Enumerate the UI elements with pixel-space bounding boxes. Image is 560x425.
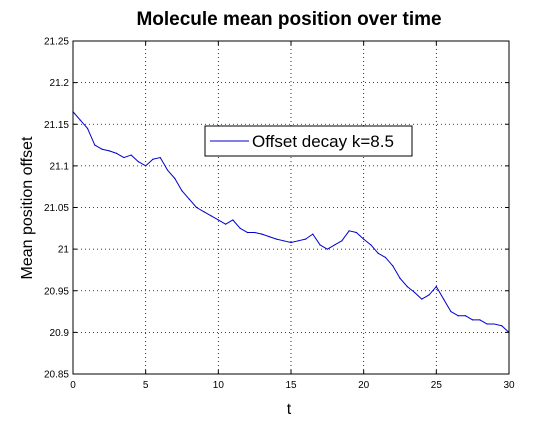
data-point bbox=[283, 240, 285, 242]
data-point bbox=[472, 319, 474, 321]
x-tick-label: 30 bbox=[503, 380, 515, 391]
data-point bbox=[312, 233, 314, 235]
data-point bbox=[94, 144, 96, 146]
data-point bbox=[290, 241, 292, 244]
data-point bbox=[159, 156, 161, 159]
data-point bbox=[443, 298, 445, 300]
data-point bbox=[413, 291, 416, 294]
y-tick-label: 21.25 bbox=[44, 37, 69, 48]
y-tick-label: 21 bbox=[58, 245, 70, 256]
x-tick-label: 0 bbox=[70, 380, 76, 391]
data-point bbox=[435, 285, 437, 288]
data-point bbox=[406, 285, 408, 288]
data-point bbox=[152, 158, 154, 160]
data-point bbox=[297, 240, 299, 242]
data-point bbox=[370, 244, 372, 246]
axis-ticks bbox=[72, 40, 510, 375]
series-layer bbox=[72, 111, 510, 333]
data-point bbox=[479, 319, 481, 321]
data-point bbox=[363, 238, 365, 240]
data-point bbox=[254, 231, 256, 234]
data-point bbox=[319, 244, 321, 246]
data-point bbox=[457, 315, 459, 317]
data-point bbox=[268, 236, 270, 238]
data-point bbox=[355, 231, 357, 234]
data-point bbox=[166, 169, 169, 171]
data-point bbox=[384, 256, 387, 259]
x-tick-label: 5 bbox=[143, 380, 149, 391]
data-point bbox=[188, 198, 190, 200]
data-point bbox=[174, 177, 176, 179]
y-tick-label: 21.2 bbox=[50, 78, 70, 89]
data-point bbox=[501, 325, 503, 327]
data-point bbox=[275, 238, 278, 240]
data-point bbox=[486, 323, 488, 325]
y-tick-label: 20.85 bbox=[44, 370, 69, 381]
y-axis-label: Mean position offset bbox=[19, 136, 36, 279]
y-tick-label: 21.15 bbox=[44, 120, 69, 131]
x-axis-label: t bbox=[287, 401, 292, 418]
data-point bbox=[239, 227, 241, 229]
data-point bbox=[392, 265, 394, 267]
data-point bbox=[304, 238, 307, 240]
data-point bbox=[464, 315, 466, 317]
y-tick-label: 20.95 bbox=[44, 286, 69, 297]
data-point bbox=[326, 248, 328, 250]
y-tick-labels: 20.85 20.9 20.95 21 21.05 21.1 21.15 21.2 21.25 bbox=[44, 37, 69, 381]
data-point bbox=[341, 240, 343, 242]
data-point bbox=[225, 223, 227, 225]
data-point bbox=[493, 323, 496, 325]
data-point bbox=[334, 244, 336, 246]
data-point bbox=[348, 230, 350, 232]
legend-box bbox=[204, 125, 413, 157]
y-tick-label: 21.1 bbox=[50, 161, 70, 172]
data-point bbox=[137, 161, 139, 163]
y-tick-label: 21.05 bbox=[44, 203, 69, 214]
data-point bbox=[181, 190, 183, 192]
x-tick-label: 20 bbox=[358, 380, 370, 391]
data-point bbox=[86, 127, 89, 130]
data-point bbox=[79, 119, 81, 121]
data-point bbox=[232, 219, 234, 221]
y-tick-label: 20.9 bbox=[50, 328, 70, 339]
data-point bbox=[421, 298, 423, 300]
data-point bbox=[399, 277, 401, 279]
x-tick-label: 15 bbox=[285, 380, 297, 391]
legend: Offset decay k=8.5 bbox=[204, 125, 413, 157]
data-point bbox=[210, 215, 212, 217]
x-tick-labels: 0 5 10 15 20 25 30 bbox=[70, 380, 515, 391]
data-point bbox=[195, 206, 198, 209]
data-point bbox=[261, 233, 263, 235]
data-point bbox=[428, 294, 430, 296]
chart-title: Molecule mean position over time bbox=[136, 9, 441, 30]
x-tick-label: 10 bbox=[213, 380, 225, 391]
data-point bbox=[145, 165, 147, 167]
data-point bbox=[116, 152, 118, 154]
legend-label: Offset decay k=8.5 bbox=[252, 132, 394, 151]
data-point bbox=[203, 211, 205, 213]
data-point bbox=[123, 156, 125, 159]
data-point bbox=[108, 150, 110, 152]
data-point bbox=[101, 148, 103, 150]
plot-area bbox=[73, 41, 509, 374]
x-tick-label: 25 bbox=[431, 380, 443, 391]
data-point bbox=[130, 154, 132, 156]
data-point bbox=[217, 219, 219, 221]
data-point bbox=[246, 231, 248, 234]
data-point bbox=[450, 310, 452, 313]
data-point bbox=[377, 252, 379, 254]
